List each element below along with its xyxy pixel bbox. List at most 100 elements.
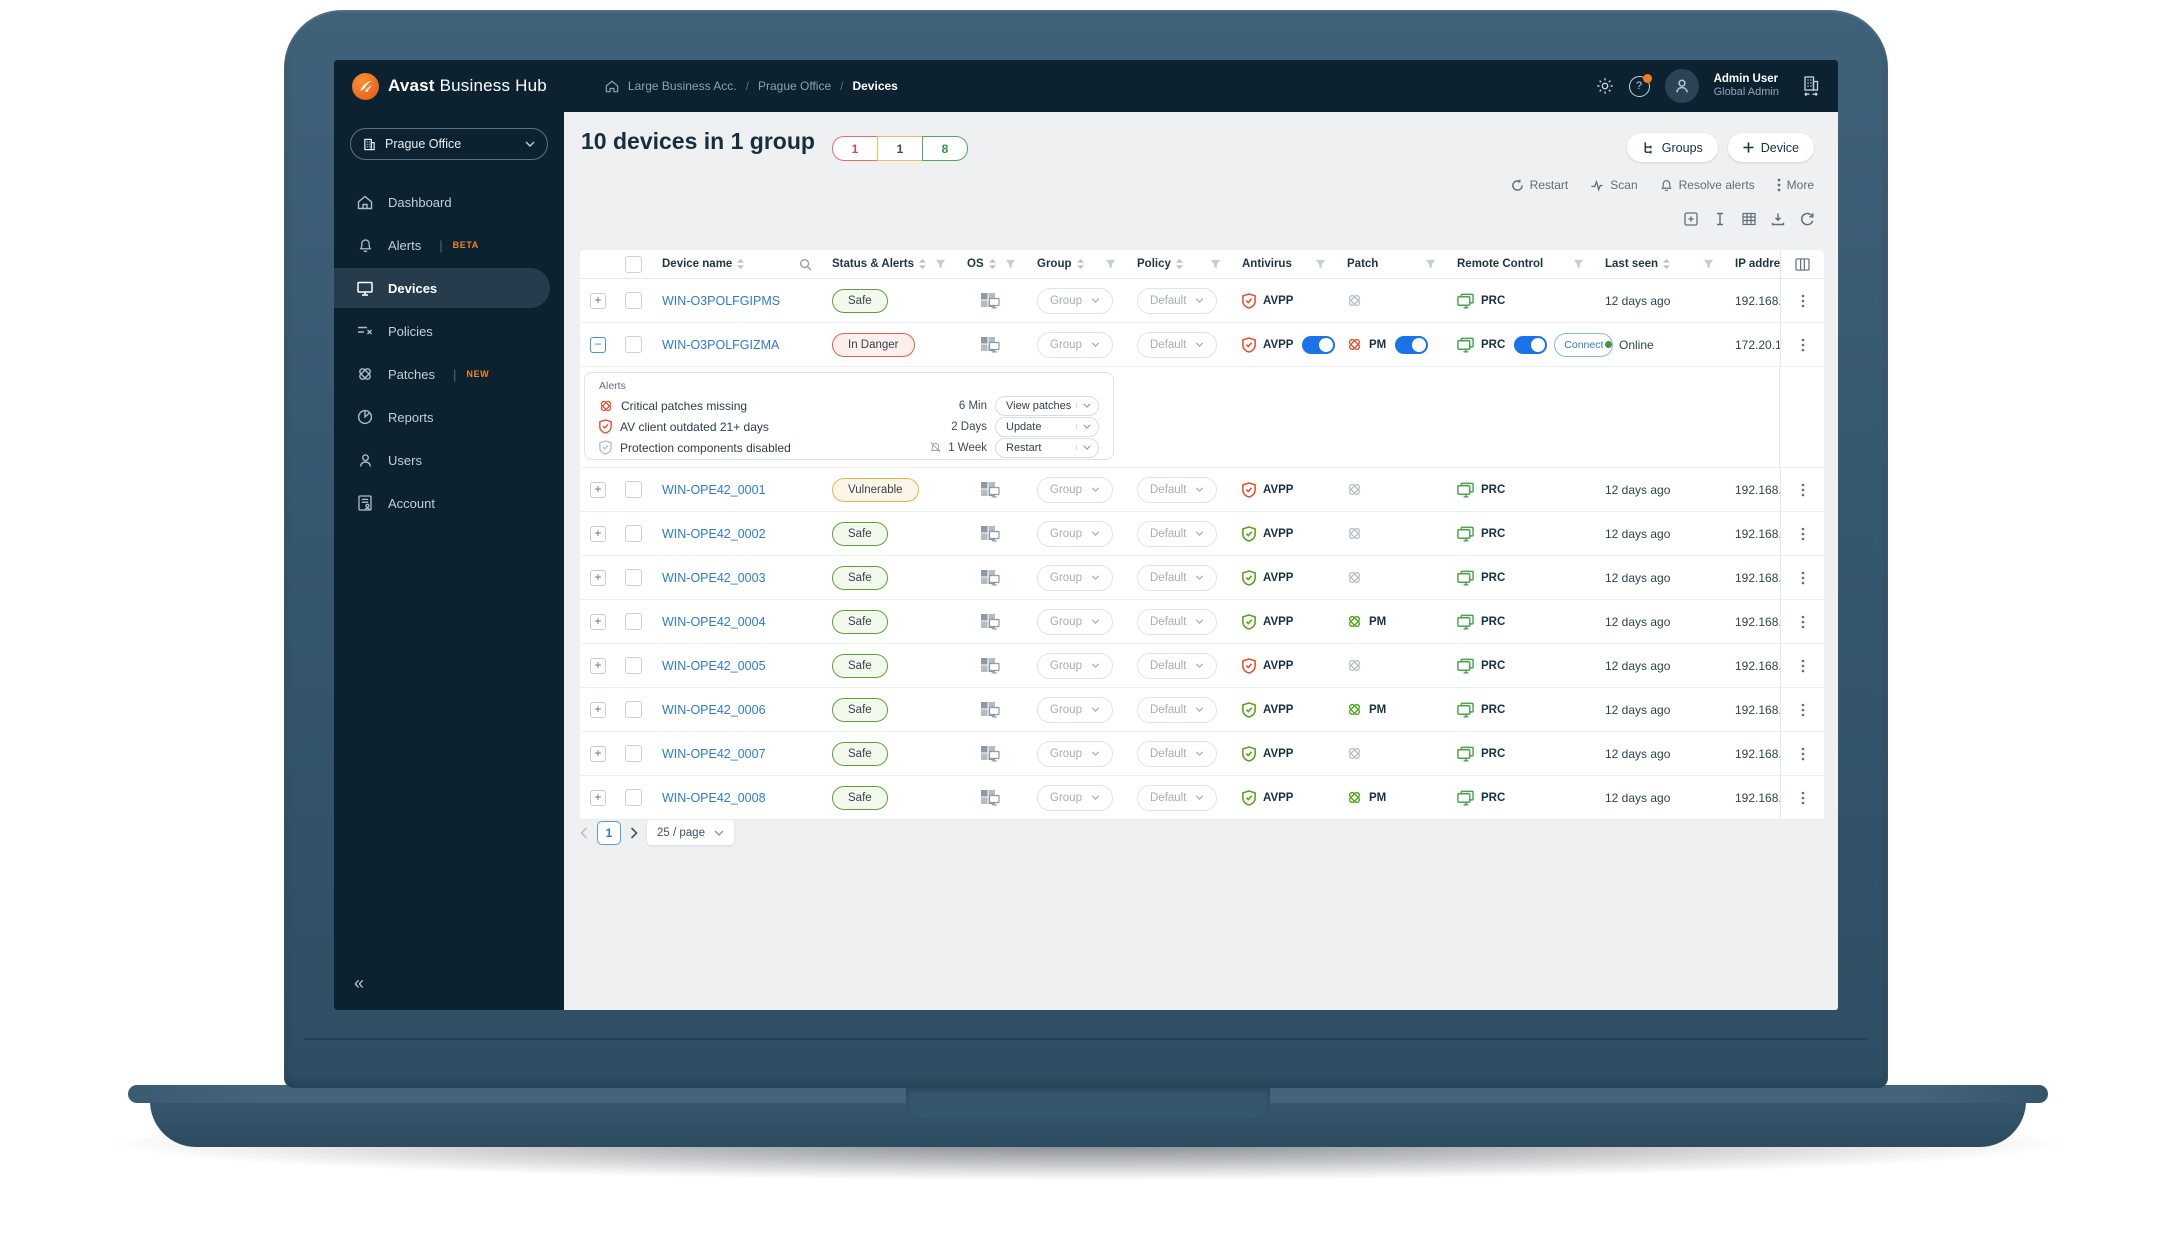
- device-name-link[interactable]: WIN-OPE42_0002: [662, 526, 766, 541]
- column-group[interactable]: Group: [1025, 250, 1125, 278]
- chevron-down-icon[interactable]: [1076, 424, 1091, 429]
- search-icon[interactable]: [799, 258, 812, 271]
- sidebar-item-policies[interactable]: Policies: [334, 311, 564, 351]
- policy-select[interactable]: Default: [1137, 287, 1218, 314]
- row-menu-button[interactable]: [1801, 571, 1805, 585]
- row-checkbox[interactable]: [624, 292, 642, 309]
- policy-select[interactable]: Default: [1137, 520, 1218, 547]
- expand-row-button[interactable]: +: [590, 745, 606, 762]
- policy-select[interactable]: Default: [1137, 608, 1218, 635]
- device-name-link[interactable]: WIN-O3POLFGIZMA: [662, 337, 780, 352]
- site-selector[interactable]: Prague Office: [350, 128, 548, 160]
- breadcrumb-account[interactable]: Large Business Acc.: [627, 79, 737, 93]
- column-ip-address[interactable]: IP address: [1735, 258, 1780, 270]
- expand-row-button[interactable]: +: [590, 789, 606, 806]
- column-settings[interactable]: [1780, 250, 1824, 278]
- row-checkbox[interactable]: [624, 701, 642, 718]
- expand-row-button[interactable]: +: [590, 613, 606, 630]
- next-page-button[interactable]: [630, 826, 638, 839]
- row-checkbox[interactable]: [624, 657, 642, 674]
- sort-icon[interactable]: [1175, 258, 1184, 270]
- download-icon[interactable]: [1771, 212, 1785, 226]
- group-select[interactable]: Group: [1037, 608, 1113, 635]
- policy-select[interactable]: Default: [1137, 331, 1218, 358]
- expand-row-button[interactable]: +: [590, 569, 606, 586]
- chevron-down-icon[interactable]: [1076, 445, 1091, 450]
- row-checkbox[interactable]: [624, 569, 642, 586]
- connect-button[interactable]: Connect: [1554, 332, 1614, 357]
- sidebar-item-devices[interactable]: Devices: [334, 268, 550, 308]
- expand-row-button[interactable]: −: [590, 336, 606, 353]
- resolve-alerts-action[interactable]: Resolve alerts: [1660, 178, 1755, 192]
- device-name-link[interactable]: WIN-OPE42_0003: [662, 570, 766, 585]
- policy-select[interactable]: Default: [1137, 652, 1218, 679]
- view-patches-button[interactable]: View patches: [995, 395, 1099, 416]
- page-number[interactable]: 1: [597, 820, 621, 845]
- group-select[interactable]: Group: [1037, 520, 1113, 547]
- chevron-down-icon[interactable]: [1076, 403, 1091, 408]
- settings-gear-icon[interactable]: [1596, 77, 1614, 95]
- warning-count-badge[interactable]: 1: [877, 136, 923, 161]
- row-checkbox[interactable]: [624, 336, 642, 353]
- expand-row-button[interactable]: +: [590, 525, 606, 542]
- filter-icon[interactable]: [1315, 259, 1326, 270]
- text-ibeam-icon[interactable]: [1713, 212, 1727, 226]
- column-remote-control[interactable]: Remote Control: [1445, 250, 1593, 278]
- row-checkbox[interactable]: [624, 745, 642, 762]
- row-menu-button[interactable]: [1801, 527, 1805, 541]
- row-checkbox[interactable]: [624, 525, 642, 542]
- danger-count-badge[interactable]: 1: [832, 136, 878, 161]
- user-menu[interactable]: Admin User Global Admin: [1714, 72, 1779, 100]
- sidebar-item-patches[interactable]: Patches | NEW: [334, 354, 564, 394]
- page-size-select[interactable]: 25 / page: [647, 820, 734, 845]
- sort-icon[interactable]: [918, 258, 927, 270]
- column-os[interactable]: OS: [955, 250, 1025, 278]
- policy-select[interactable]: Default: [1137, 476, 1218, 503]
- filter-icon[interactable]: [1703, 259, 1714, 270]
- sort-icon[interactable]: [988, 258, 997, 270]
- column-patch[interactable]: Patch: [1335, 250, 1445, 278]
- device-name-link[interactable]: WIN-OPE42_0005: [662, 658, 766, 673]
- device-name-link[interactable]: WIN-OPE42_0006: [662, 702, 766, 717]
- antivirus-toggle[interactable]: [1302, 335, 1336, 354]
- restart-action[interactable]: Restart: [1511, 178, 1568, 192]
- group-select[interactable]: Group: [1037, 696, 1113, 723]
- row-menu-button[interactable]: [1801, 615, 1805, 629]
- device-name-link[interactable]: WIN-OPE42_0007: [662, 746, 766, 761]
- group-select[interactable]: Group: [1037, 287, 1113, 314]
- sidebar-item-users[interactable]: Users: [334, 440, 564, 480]
- groups-button[interactable]: Groups: [1626, 133, 1718, 162]
- column-status[interactable]: Status & Alerts: [820, 250, 955, 278]
- avatar[interactable]: [1664, 69, 1699, 103]
- expand-row-button[interactable]: +: [590, 701, 606, 718]
- device-name-link[interactable]: WIN-OPE42_0008: [662, 790, 766, 805]
- filter-icon[interactable]: [1210, 259, 1221, 270]
- device-name-link[interactable]: WIN-O3POLFGIPMS: [662, 293, 781, 308]
- filter-icon[interactable]: [1425, 259, 1436, 270]
- patch-toggle[interactable]: [1395, 335, 1429, 354]
- breadcrumb-site[interactable]: Prague Office: [757, 79, 832, 93]
- group-select[interactable]: Group: [1037, 476, 1113, 503]
- prev-page-button[interactable]: [580, 826, 588, 839]
- add-column-icon[interactable]: [1684, 212, 1698, 226]
- update-button[interactable]: Update: [995, 416, 1099, 437]
- column-antivirus[interactable]: Antivirus: [1230, 250, 1335, 278]
- home-icon[interactable]: [605, 80, 619, 93]
- filter-icon[interactable]: [935, 259, 946, 270]
- group-select[interactable]: Group: [1037, 784, 1113, 811]
- row-checkbox[interactable]: [624, 613, 642, 630]
- row-menu-button[interactable]: [1801, 791, 1805, 805]
- sidebar-item-dashboard[interactable]: Dashboard: [334, 182, 564, 222]
- column-policy[interactable]: Policy: [1125, 250, 1230, 278]
- remote-control-toggle[interactable]: [1514, 335, 1548, 354]
- refresh-icon[interactable]: [1800, 212, 1814, 226]
- device-name-link[interactable]: WIN-OPE42_0004: [662, 614, 766, 629]
- column-last-seen[interactable]: Last seen: [1593, 250, 1723, 278]
- sidebar-item-account[interactable]: Account: [334, 483, 564, 523]
- group-select[interactable]: Group: [1037, 652, 1113, 679]
- sort-icon[interactable]: [1662, 258, 1671, 270]
- expand-row-button[interactable]: +: [590, 292, 606, 309]
- column-device-name[interactable]: Device name: [650, 250, 820, 278]
- company-switcher-icon[interactable]: [1800, 75, 1822, 97]
- sort-icon[interactable]: [736, 258, 745, 270]
